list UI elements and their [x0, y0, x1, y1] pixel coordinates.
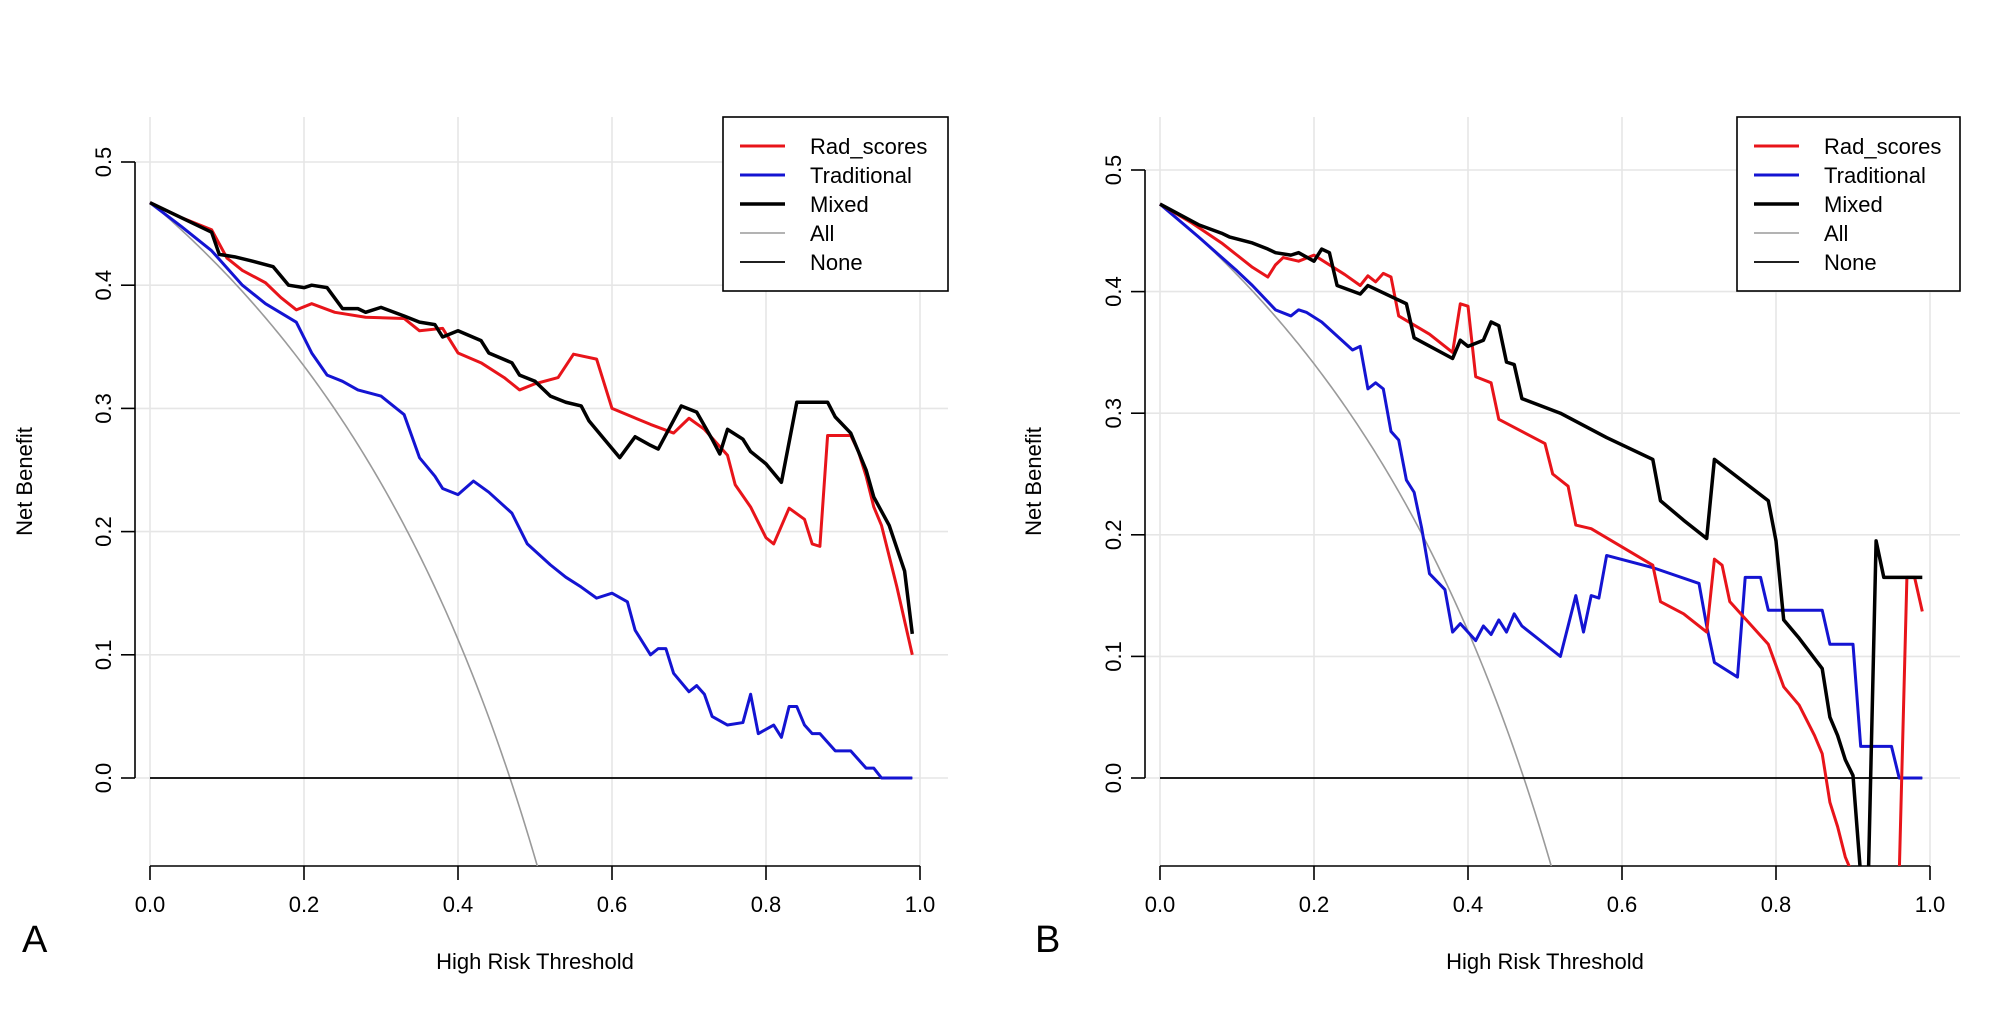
y-tick-label: 0.4 — [1101, 276, 1126, 307]
y-axis-label: Net Benefit — [12, 427, 37, 536]
y-tick-label: 0.2 — [1101, 520, 1126, 551]
y-tick-label: 0.0 — [1101, 763, 1126, 794]
series-line-traditional — [149, 201, 913, 780]
series-group — [1159, 202, 1924, 866]
series-line-rad-scores — [149, 201, 914, 656]
legend-label: Mixed — [810, 192, 869, 217]
x-tick-label: 0.8 — [1761, 892, 1792, 917]
x-axis: 0.0 0.2 0.4 0.6 0.8 1.0 High Risk Threshold — [1145, 865, 1946, 974]
legend-label: Rad_scores — [1824, 134, 1941, 159]
x-tick-label: 1.0 — [905, 892, 936, 917]
y-tick-label: 0.3 — [91, 393, 116, 424]
panel-label: A — [22, 919, 48, 961]
y-tick-label: 0.5 — [91, 147, 116, 178]
y-tick-label: 0.5 — [1101, 155, 1126, 186]
series-line-mixed — [149, 201, 915, 635]
x-tick-label: 0.8 — [751, 892, 782, 917]
x-axis: 0.0 0.2 0.4 0.6 0.8 1.0 High Risk Threshold — [135, 865, 936, 974]
y-tick-label: 0.0 — [91, 763, 116, 794]
y-tick-label: 0.2 — [91, 516, 116, 547]
x-axis-label: High Risk Threshold — [436, 949, 634, 974]
series-line-all — [149, 201, 539, 866]
x-tick-label: 0.4 — [443, 892, 474, 917]
x-tick-label: 0.6 — [1607, 892, 1638, 917]
legend-label: Mixed — [1824, 192, 1883, 217]
legend: Rad_scores Traditional Mixed All None — [1736, 116, 1961, 292]
x-axis-label: High Risk Threshold — [1446, 949, 1644, 974]
series-line-all — [1159, 202, 1553, 866]
x-tick-label: 0.4 — [1453, 892, 1484, 917]
x-tick-label: 0.2 — [1299, 892, 1330, 917]
series-line-rad-scores — [1159, 202, 1924, 866]
legend-label: None — [810, 250, 863, 275]
x-tick-label: 0.2 — [289, 892, 320, 917]
y-tick-label: 0.1 — [91, 640, 116, 671]
y-axis: 0.0 0.1 0.2 0.3 0.4 0.5 Net Benefit — [1021, 155, 1146, 794]
x-tick-label: 0.6 — [597, 892, 628, 917]
x-tick-label: 0.0 — [1145, 892, 1176, 917]
y-axis: 0.0 0.1 0.2 0.3 0.4 0.5 Net Benefit — [12, 147, 136, 794]
legend: Rad_scores Traditional Mixed All None — [722, 116, 949, 292]
legend-label: All — [810, 221, 834, 246]
y-tick-label: 0.3 — [1101, 398, 1126, 429]
legend-label: Rad_scores — [810, 134, 927, 159]
legend-label: All — [1824, 221, 1848, 246]
series-line-mixed — [1159, 202, 1923, 866]
y-axis-label: Net Benefit — [1021, 427, 1046, 536]
series-group — [149, 201, 915, 866]
x-tick-label: 1.0 — [1915, 892, 1946, 917]
legend-label: Traditional — [810, 163, 912, 188]
series-line-traditional — [1159, 202, 1923, 780]
panel-label: B — [1035, 919, 1060, 961]
y-tick-label: 0.1 — [1101, 641, 1126, 672]
y-tick-label: 0.4 — [91, 270, 116, 301]
legend-label: None — [1824, 250, 1877, 275]
legend-label: Traditional — [1824, 163, 1926, 188]
x-tick-label: 0.0 — [135, 892, 166, 917]
